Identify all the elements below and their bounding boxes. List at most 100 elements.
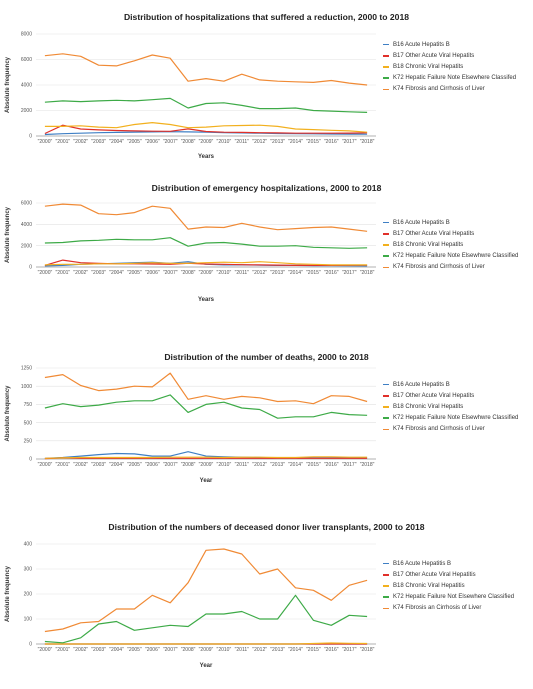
legend-swatch <box>383 406 389 408</box>
x-tick-label: "2007" <box>163 647 178 653</box>
y-tick-label: 4000 <box>21 222 32 228</box>
x-tick-label: "2003" <box>91 647 106 653</box>
legend-swatch <box>383 428 389 431</box>
x-tick-label: "2015" <box>306 647 321 653</box>
legend: B16 Acute Hepatits B B17 Other Acute Vira… <box>383 217 518 273</box>
y-tick-label: 500 <box>24 420 33 426</box>
legend-item: K74 Fibrosis and Cirrhosis of Liver <box>383 84 516 95</box>
x-tick-label: "2012" <box>252 462 267 468</box>
legend-swatch <box>383 383 389 386</box>
x-tick-label: "2017" <box>342 462 357 468</box>
chart-panel-4: Distribution of the numbers of deceased … <box>0 522 533 687</box>
series-line-k72 <box>44 594 368 644</box>
x-tick-label: "2006" <box>145 139 160 145</box>
x-tick-label: "2018" <box>360 270 375 276</box>
chart-title: Distribution of emergency hospitalizatio… <box>151 183 382 193</box>
x-tick-label: "2005" <box>127 270 142 276</box>
x-tick-label: "2007" <box>163 462 178 468</box>
series-line-k74 <box>44 372 368 405</box>
x-axis-label: Year <box>200 663 213 669</box>
x-tick-label: "2013" <box>270 270 285 276</box>
legend-label: B17 Other Acute Viral Hepatits <box>393 392 475 399</box>
x-tick-label: "2002" <box>73 647 88 653</box>
chart-title: Distribution of the numbers of deceased … <box>108 522 425 532</box>
x-tick-label: "2008" <box>181 139 196 145</box>
x-tick-label: "2003" <box>91 139 106 145</box>
y-tick-label: 250 <box>24 439 33 445</box>
x-tick-label: "2005" <box>127 647 142 653</box>
x-tick-label: "2014" <box>288 139 303 145</box>
legend-label: B17 Other Acute Viral Hepatits <box>393 230 475 237</box>
legend: B16 Acute Hepatits B B17 Other Acute Vira… <box>383 379 518 435</box>
legend-label: B16 Acute Hepatits B <box>393 381 450 388</box>
legend-label: B17 Other Acute Viral Hepatitis <box>393 571 476 578</box>
series-line-b18 <box>44 456 368 459</box>
y-tick-label: 8000 <box>21 32 32 38</box>
legend-item: B18 Chronic Viral Hepatits <box>383 239 518 250</box>
legend-label: B18 Chronic Viral Hepatits <box>393 403 464 410</box>
legend-item: K72 Hepatic Failure Note Elsewhwre Class… <box>383 251 518 262</box>
legend-item: B17 Other Acute Viral Hepatits <box>383 390 518 401</box>
x-tick-label: "2006" <box>145 462 160 468</box>
x-tick-label: "2015" <box>306 270 321 276</box>
y-tick-label: 0 <box>29 457 32 463</box>
series-line-k72 <box>44 394 368 419</box>
x-tick-label: "2002" <box>73 270 88 276</box>
x-tick-label: "2012" <box>252 647 267 653</box>
legend-label: K74 Fibrosis an Cirrhosis of Liver <box>393 605 482 612</box>
x-tick-label: "2012" <box>252 270 267 276</box>
x-tick-label: "2013" <box>270 139 285 145</box>
y-tick-label: 0 <box>29 642 32 648</box>
legend-swatch <box>383 574 389 576</box>
series-line-k74 <box>44 53 368 86</box>
x-tick-label: "2018" <box>360 462 375 468</box>
series-line-b17 <box>44 457 368 460</box>
x-tick-label: "2015" <box>306 139 321 145</box>
y-tick-label: 6000 <box>21 201 32 207</box>
x-axis-label: Year <box>200 478 213 484</box>
x-tick-label: "2001" <box>55 139 70 145</box>
legend-label: K74 Fibrosis and Cirrhosis of Liver <box>393 426 485 433</box>
y-tick-label: 2000 <box>21 108 32 114</box>
legend-swatch <box>383 395 389 397</box>
legend-item: K72 Hepatic Failure Note Elsewhere Class… <box>383 73 516 84</box>
chart-title: Distribution of the number of deaths, 20… <box>164 352 369 362</box>
x-tick-label: "2010" <box>217 647 232 653</box>
x-tick-label: "2017" <box>342 139 357 145</box>
legend-label: B16 Acute Hepatitis B <box>393 560 452 567</box>
chart-panel-3: Distribution of the number of deaths, 20… <box>0 352 533 492</box>
legend-swatch <box>383 562 389 565</box>
x-axis-label: Years <box>198 154 215 160</box>
y-tick-label: 1000 <box>21 384 32 390</box>
x-tick-label: "2002" <box>73 462 88 468</box>
legend-label: B18 Chronic Viral Hepatitis <box>393 582 465 589</box>
x-tick-label: "2017" <box>342 647 357 653</box>
series-line-b17 <box>44 124 368 135</box>
y-tick-label: 300 <box>24 567 33 573</box>
chart-panel-2: Distribution of emergency hospitalizatio… <box>0 183 533 323</box>
x-tick-label: "2011" <box>235 462 250 468</box>
x-tick-label: "2009" <box>199 647 214 653</box>
legend-item: B17 Other Acute Viral Hepatits <box>383 50 516 61</box>
legend-item: B16 Acute Hepatits B <box>383 217 518 228</box>
x-tick-label: "2001" <box>55 462 70 468</box>
x-tick-label: "2004" <box>109 270 124 276</box>
legend-label: K74 Fibrosis and Cirrhosis of Liver <box>393 86 485 93</box>
x-tick-label: "2009" <box>199 139 214 145</box>
y-tick-label: 1250 <box>21 366 32 372</box>
x-tick-label: "2004" <box>109 139 124 145</box>
x-tick-label: "2001" <box>55 270 70 276</box>
x-tick-label: "2016" <box>324 462 339 468</box>
series-line-k74 <box>44 203 368 232</box>
legend-item: B16 Acute Hepatits B <box>383 39 516 50</box>
y-tick-label: 0 <box>29 134 32 140</box>
line-chart: 0 2000 4000 6000 8000 "2000" "2001" "2002" "2003… <box>5 32 376 160</box>
x-tick-label: "2016" <box>324 647 339 653</box>
x-tick-label: "2016" <box>324 139 339 145</box>
legend: B16 Acute Hepatitis B B17 Other Acute Vir… <box>383 558 514 614</box>
legend-label: K72 Hepatic Failure Not Elsewhere Classi… <box>393 594 515 601</box>
series-line-b18 <box>44 121 368 133</box>
legend-label: B16 Acute Hepatits B <box>393 219 450 226</box>
